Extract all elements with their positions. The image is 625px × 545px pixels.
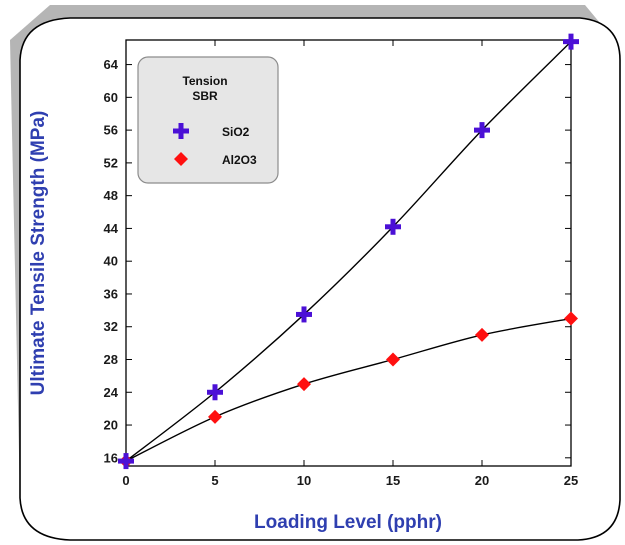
- data-point-al2o3: [208, 409, 222, 424]
- data-point-al2o3: [297, 377, 311, 392]
- data-point-sio2: [118, 453, 134, 470]
- x-tick-label: 10: [297, 473, 311, 488]
- x-tick-label: 0: [122, 473, 129, 488]
- x-tick-label: 25: [564, 473, 578, 488]
- y-tick-label: 20: [104, 418, 118, 433]
- data-point-al2o3: [475, 327, 489, 342]
- data-point-al2o3: [564, 311, 578, 326]
- series-line-al2o3: [125, 317, 572, 462]
- x-tick-label: 15: [386, 473, 400, 488]
- y-tick-label: 64: [104, 57, 119, 72]
- y-axis-title: Ultimate Tensile Strength (MPa): [28, 111, 49, 396]
- legend-box: [137, 56, 279, 184]
- y-tick-label: 56: [104, 123, 118, 138]
- y-tick-label: 44: [104, 221, 119, 236]
- x-tick-label: 20: [475, 473, 489, 488]
- x-tick-label: 5: [211, 473, 218, 488]
- data-point-sio2: [296, 306, 312, 323]
- y-tick-label: 48: [104, 188, 118, 203]
- y-tick-label: 16: [104, 450, 118, 465]
- x-axis-title: Loading Level (pphr): [254, 512, 442, 533]
- y-tick-label: 40: [104, 254, 118, 269]
- data-point-al2o3: [386, 352, 400, 367]
- series-curves: [125, 41, 572, 462]
- data-point-sio2: [207, 384, 223, 401]
- legend-label-al2o3: Al2O3: [222, 153, 257, 167]
- legend-label-sio2: SiO2: [222, 125, 250, 139]
- data-point-sio2: [474, 122, 490, 139]
- legend-title-line1: Tension: [182, 74, 227, 88]
- y-tick-label: 36: [104, 286, 118, 301]
- y-tick-label: 28: [104, 352, 118, 367]
- y-tick-label: 60: [104, 90, 118, 105]
- y-tick-label: 24: [104, 385, 119, 400]
- data-point-sio2: [563, 33, 579, 50]
- legend: Tension SBR SiO2 Al2O3: [137, 56, 279, 184]
- plot-area: [125, 39, 572, 467]
- series-markers: [118, 33, 579, 470]
- y-axis-ticks: 16 20 24 28 32 36 40 44 48 52 56 60 64: [104, 57, 571, 465]
- y-tick-label: 32: [104, 319, 118, 334]
- legend-diamond-marker: [174, 152, 188, 166]
- legend-sio2-plus-icon: [173, 123, 189, 139]
- legend-plus-marker: [173, 123, 189, 139]
- legend-al2o3-diamond-icon: [174, 152, 188, 166]
- legend-title-line2: SBR: [192, 89, 218, 103]
- y-tick-label: 52: [104, 155, 118, 170]
- series-line-sio2: [125, 41, 572, 462]
- x-axis-ticks: 0 5 10 15 20 25: [122, 40, 578, 488]
- data-point-sio2: [385, 218, 401, 235]
